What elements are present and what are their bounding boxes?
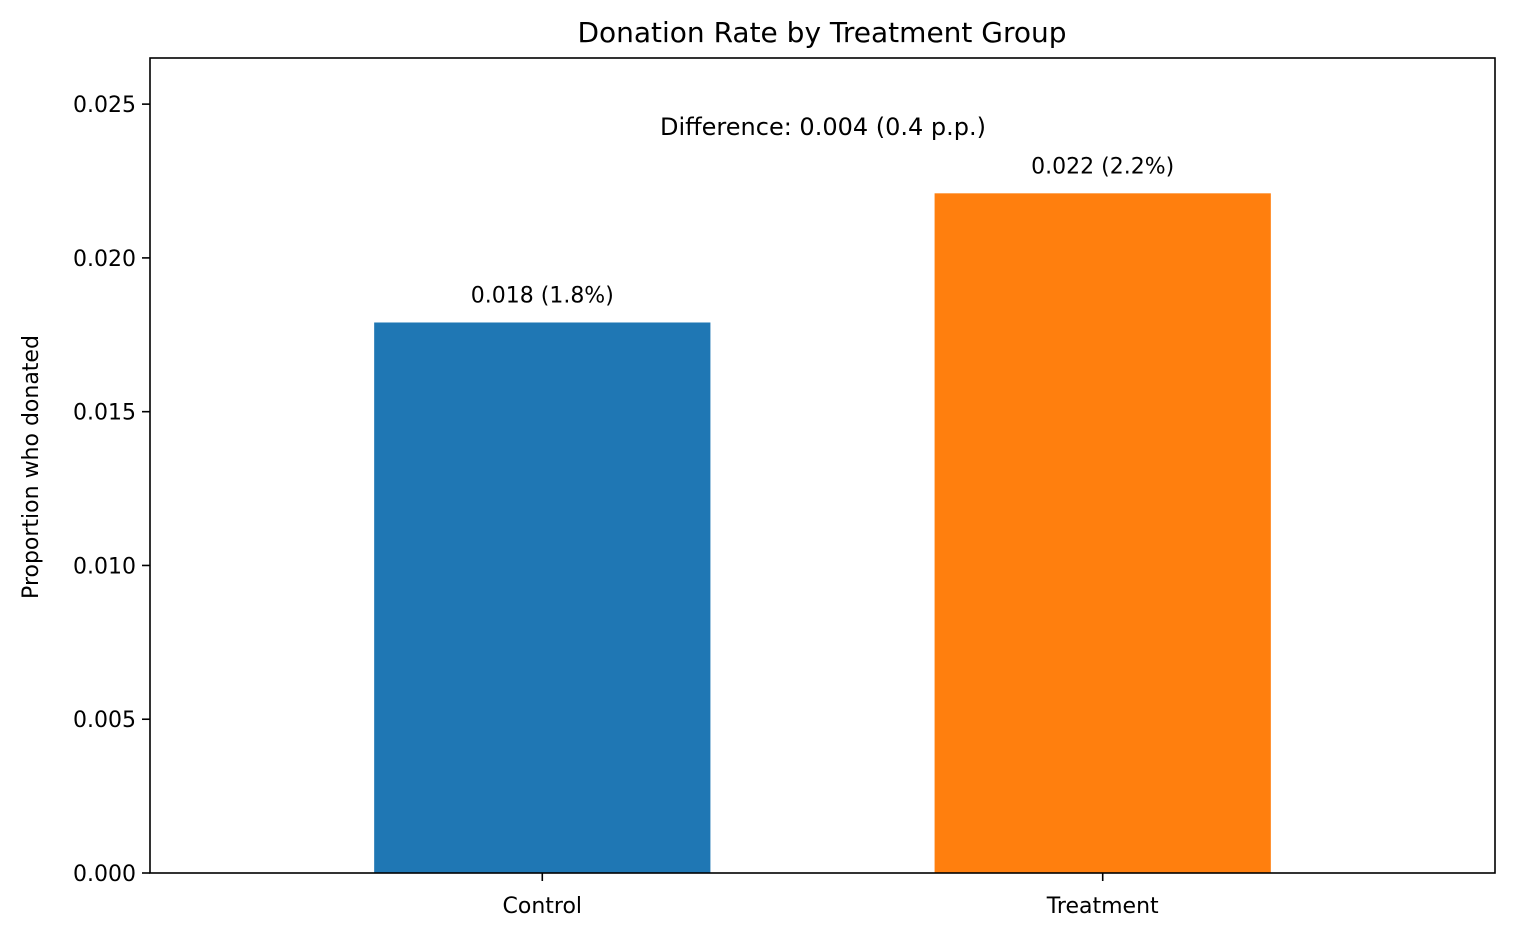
y-tick-label: 0.020 bbox=[73, 247, 136, 272]
y-ticks-layer: 0.000 0.005 0.010 0.015 0.020 0.025 bbox=[73, 93, 150, 887]
y-tick-label: 0.015 bbox=[73, 401, 136, 426]
y-axis-label: Proportion who donated bbox=[19, 335, 44, 599]
y-tick-label: 0.000 bbox=[73, 862, 136, 887]
x-tick-label: Control bbox=[503, 894, 583, 919]
bar-labels-layer: 0.018 (1.8%) 0.022 (2.2%) bbox=[471, 154, 1174, 308]
plot-frame bbox=[149, 57, 1496, 874]
bar-treatment bbox=[934, 193, 1271, 874]
bar-value-label: 0.018 (1.8%) bbox=[471, 283, 614, 308]
x-ticks-layer: Control Treatment bbox=[503, 873, 1159, 919]
difference-annotation: Difference: 0.004 (0.4 p.p.) bbox=[660, 113, 986, 141]
chart-title: Donation Rate by Treatment Group bbox=[577, 16, 1066, 49]
bar-control bbox=[374, 322, 711, 873]
y-tick-label: 0.010 bbox=[73, 554, 136, 579]
bar-value-label: 0.022 (2.2%) bbox=[1031, 154, 1174, 179]
y-tick-label: 0.025 bbox=[73, 93, 136, 118]
x-tick-label: Treatment bbox=[1046, 894, 1159, 919]
y-tick-label: 0.005 bbox=[73, 708, 136, 733]
bars-layer bbox=[374, 193, 1271, 874]
